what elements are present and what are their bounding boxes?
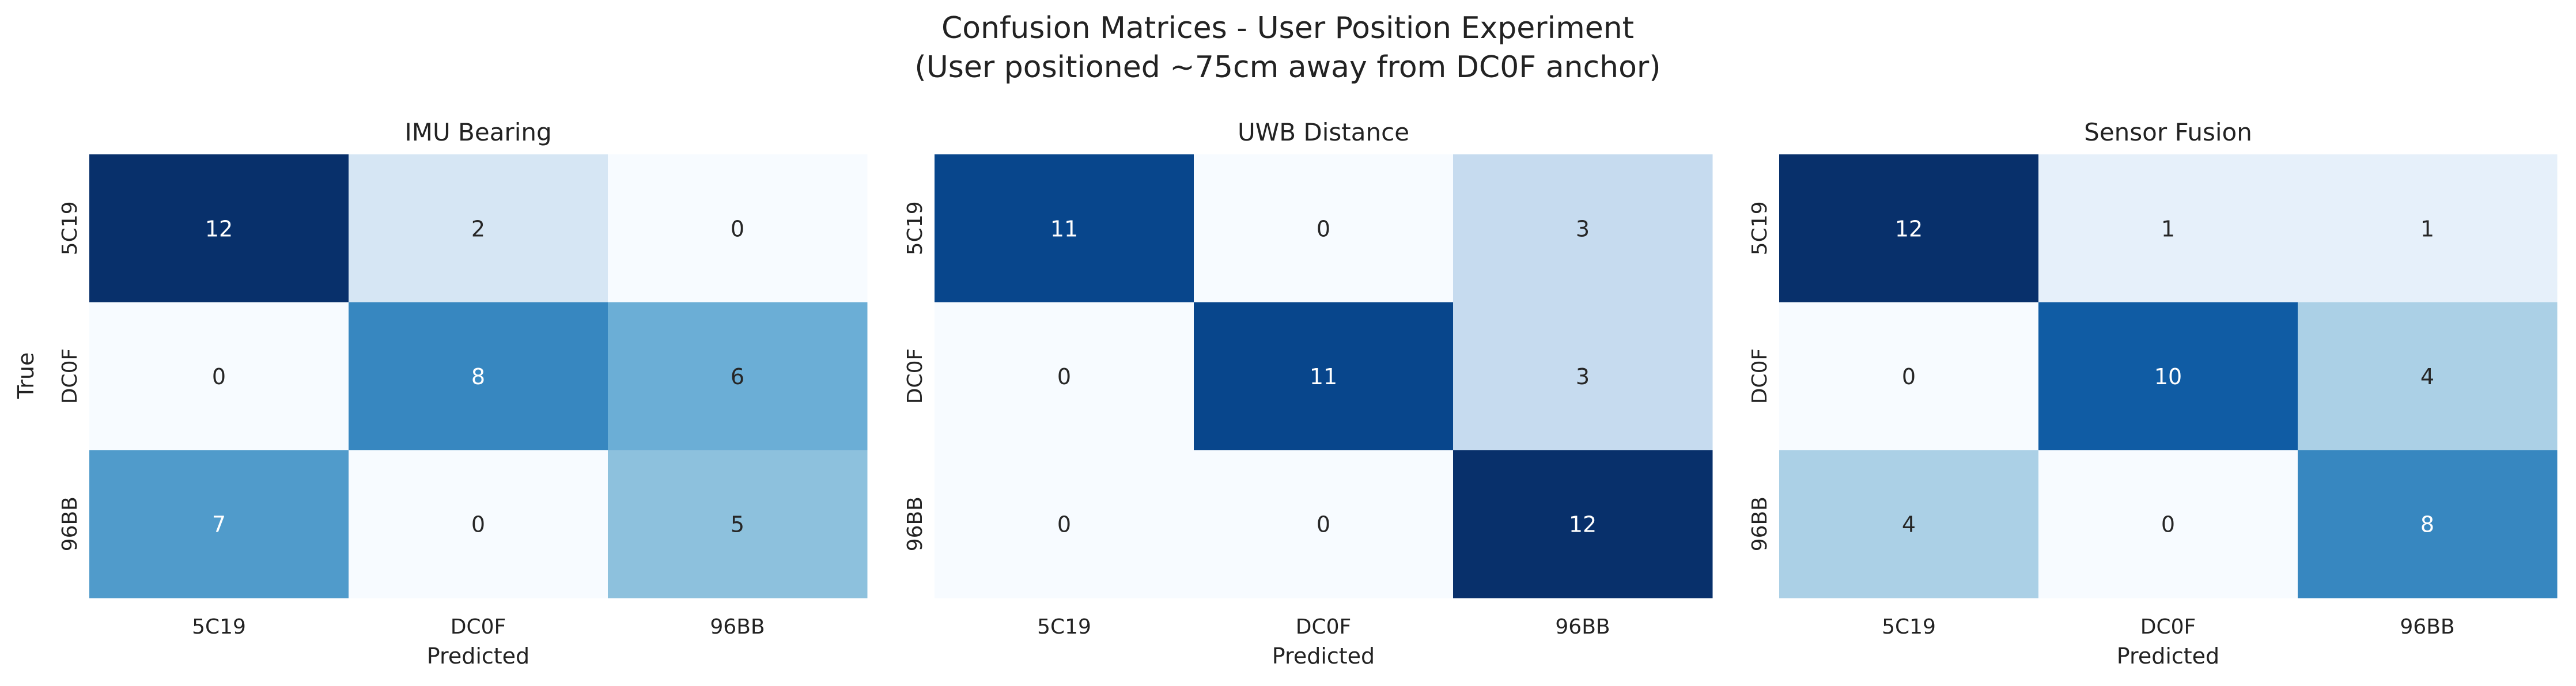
x-tick-label: 96BB — [2400, 615, 2454, 639]
heatmap-cell — [2298, 154, 2558, 303]
cell-value-label: 12 — [1569, 512, 1597, 537]
heatmap-cell — [1453, 154, 1713, 303]
y-tick-label: 96BB — [58, 497, 82, 551]
y-tick-label: DC0F — [58, 348, 82, 404]
heatmap-panel-imu-bearing: IMU Bearing 12 2 0 0 8 6 7 0 5 5C19 DC0F 96BB 5C19… — [13, 118, 868, 669]
y-tick-label: DC0F — [1748, 348, 1772, 404]
heatmap-cells — [935, 154, 1713, 598]
cell-value-labels: 12 1 10 10 44 0 8 — [1895, 216, 2434, 537]
figure-title-line1: Confusion Matrices - User Position Exper… — [941, 11, 1634, 46]
cell-value-labels: 12 2 0 0 8 6 7 0 5 — [205, 216, 744, 537]
x-tick-label: DC0F — [451, 615, 506, 639]
heatmap-cell — [89, 154, 349, 303]
cell-value-label: 0 — [212, 364, 226, 389]
heatmap-cell — [2038, 450, 2298, 598]
x-tick-label: 96BB — [1555, 615, 1610, 639]
y-tick-labels: 5C19 DC0F 96BB — [1748, 201, 1772, 551]
y-tick-label: 5C19 — [1748, 201, 1772, 255]
cell-value-label: 3 — [1576, 364, 1590, 389]
x-tick-label: 5C19 — [1882, 615, 1936, 639]
panel-title: IMU Bearing — [404, 118, 551, 146]
cell-value-label: 11 — [1050, 216, 1078, 241]
cell-value-label: 7 — [212, 512, 226, 537]
cell-value-label: 10 — [2154, 364, 2182, 389]
heatmap-cell — [89, 302, 349, 450]
x-axis-label: Predicted — [1272, 643, 1375, 669]
cell-value-label: 0 — [1317, 512, 1330, 537]
heatmap-panel-sensor-fusion: Sensor Fusion 12 1 10 10 44 0 8 5C19 DC0F 96BB 5… — [1748, 118, 2558, 669]
cell-value-label: 12 — [1895, 216, 1923, 241]
heatmap-cell — [2298, 450, 2558, 598]
heatmap-cell — [349, 450, 608, 598]
heatmap-cell — [349, 154, 608, 303]
cell-value-labels: 11 0 3 0 11 3 0 0 12 — [1050, 216, 1597, 537]
y-tick-labels: 5C19 DC0F 96BB — [58, 201, 82, 551]
heatmap-cell — [608, 154, 868, 303]
x-tick-labels: 5C19 DC0F 96BB — [1037, 615, 1610, 639]
panel-title: Sensor Fusion — [2084, 118, 2252, 146]
x-tick-labels: 5C19 DC0F 96BB — [1882, 615, 2455, 639]
y-tick-label: 5C19 — [903, 201, 927, 255]
y-tick-label: 96BB — [1748, 497, 1772, 551]
cell-value-label: 8 — [2420, 512, 2434, 537]
heatmap-cell — [935, 450, 1194, 598]
heatmap-cell — [1453, 302, 1713, 450]
heatmap-cell — [1779, 154, 2039, 303]
x-tick-label: 5C19 — [192, 615, 246, 639]
x-tick-label: 5C19 — [1037, 615, 1091, 639]
cell-value-label: 5 — [731, 512, 744, 537]
heatmap-cell — [935, 154, 1194, 303]
cell-value-label: 0 — [1902, 364, 1916, 389]
heatmap-cells — [89, 154, 868, 598]
cell-value-label: 0 — [471, 512, 485, 537]
cell-value-label: 11 — [1310, 364, 1337, 389]
x-tick-label: DC0F — [2140, 615, 2196, 639]
cell-value-label: 6 — [731, 364, 744, 389]
y-tick-label: 5C19 — [58, 201, 82, 255]
cell-value-label: 0 — [1317, 216, 1330, 241]
cell-value-label: 3 — [1576, 216, 1590, 241]
heatmap-cell — [935, 302, 1194, 450]
heatmap-cell — [1779, 302, 2039, 450]
cell-value-label: 4 — [2420, 364, 2434, 389]
cell-value-label: 0 — [731, 216, 744, 241]
cell-value-label: 4 — [1902, 512, 1916, 537]
x-tick-label: 96BB — [710, 615, 765, 639]
y-tick-label: DC0F — [903, 348, 927, 404]
cell-value-label: 0 — [2161, 512, 2175, 537]
heatmap-cell — [89, 450, 349, 598]
heatmap-cells — [1779, 154, 2558, 598]
heatmap-cell — [349, 302, 608, 450]
cell-value-label: 0 — [1057, 512, 1071, 537]
heatmap-cell — [608, 450, 868, 598]
heatmap-cell — [1194, 450, 1454, 598]
heatmap-cell — [1194, 302, 1454, 450]
cell-value-label: 2 — [471, 216, 485, 241]
heatmap-cell — [2038, 302, 2298, 450]
x-tick-labels: 5C19 DC0F 96BB — [192, 615, 765, 639]
heatmap-panel-uwb-distance: UWB Distance 11 0 3 0 11 3 0 0 12 5C19 DC0F 96BB 5… — [903, 118, 1713, 669]
heatmap-cell — [2298, 302, 2558, 450]
figure-title-line2: (User positioned ~75cm away from DC0F an… — [914, 50, 1660, 85]
heatmap-cell — [1194, 154, 1454, 303]
panel-title: UWB Distance — [1238, 118, 1409, 146]
heatmap-cell — [1453, 450, 1713, 598]
y-tick-labels: 5C19 DC0F 96BB — [903, 201, 927, 551]
heatmap-cell — [2038, 154, 2298, 303]
x-axis-label: Predicted — [2117, 643, 2219, 669]
y-axis-label: True — [13, 353, 39, 400]
cell-value-label: 1 — [2420, 216, 2434, 241]
x-axis-label: Predicted — [427, 643, 529, 669]
y-tick-label: 96BB — [903, 497, 927, 551]
heatmap-cell — [608, 302, 868, 450]
cell-value-label: 8 — [471, 364, 485, 389]
heatmap-cell — [1779, 450, 2039, 598]
cell-value-label: 0 — [1057, 364, 1071, 389]
x-tick-label: DC0F — [1296, 615, 1351, 639]
cell-value-label: 1 — [2161, 216, 2175, 241]
cell-value-label: 12 — [205, 216, 233, 241]
